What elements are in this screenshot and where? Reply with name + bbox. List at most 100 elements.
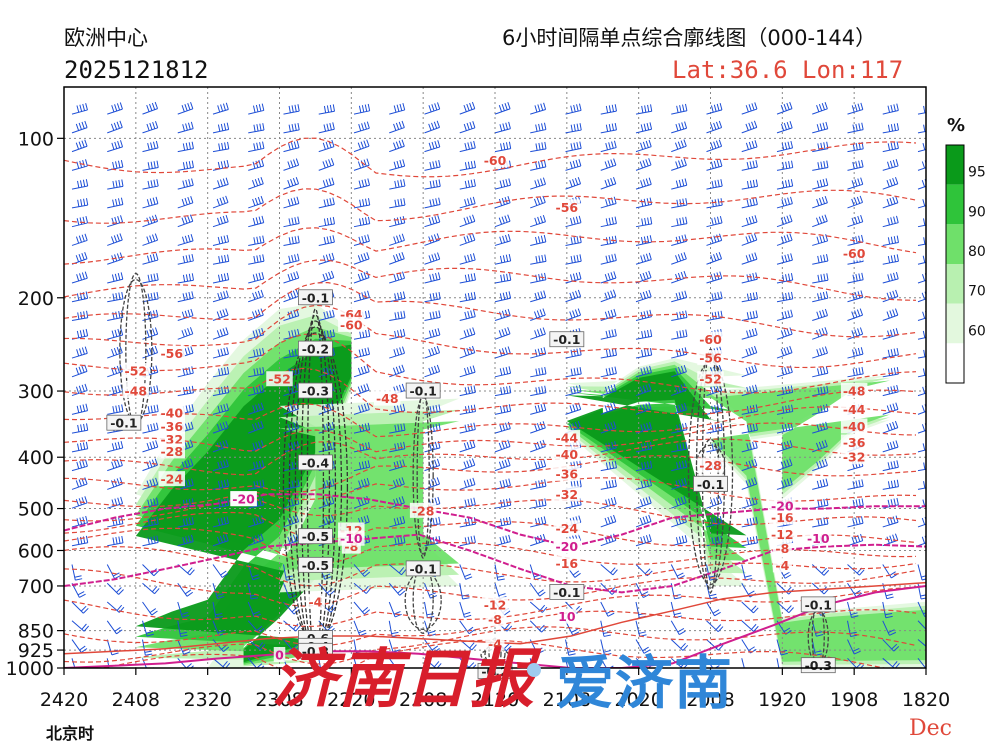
wind-barb-flag — [684, 460, 688, 468]
wind-barb-flag — [544, 254, 547, 262]
wind-barb-flag — [185, 179, 188, 187]
wind-barb — [494, 458, 511, 472]
wind-barb-shaft — [494, 220, 511, 228]
wind-barb-flag — [438, 291, 441, 300]
wind-barb-shaft — [776, 371, 793, 378]
wind-barb — [671, 442, 688, 453]
wind-barb-flag — [290, 160, 294, 168]
wind-barb-flag — [323, 218, 327, 226]
wind-barb-flag — [111, 274, 115, 282]
wind-barb-flag — [398, 365, 402, 373]
wind-barb-flag — [932, 497, 934, 504]
wind-barb-flag — [358, 236, 362, 244]
wind-barb-flag — [85, 103, 88, 111]
wind-barb-flag — [151, 346, 156, 354]
wind-barb-flag — [817, 162, 820, 170]
wind-barb-flag — [714, 405, 717, 413]
wind-barb-flag — [505, 517, 509, 525]
wind-barb-flag — [332, 122, 335, 130]
wind-barb-flag — [678, 404, 682, 412]
wind-barb-flag — [260, 665, 265, 668]
wind-barb-flag — [473, 535, 476, 543]
wind-barb-flag — [931, 290, 933, 297]
wind-barb-flag — [570, 349, 573, 357]
wind-barb-flag — [892, 403, 896, 411]
wind-barb-flag — [149, 103, 153, 111]
wind-barb-shaft — [565, 391, 582, 397]
wind-barb-flag — [220, 292, 224, 300]
wind-barb-flag — [325, 516, 329, 524]
wind-barb-flag — [543, 234, 547, 242]
wind-barb-flag — [890, 273, 893, 281]
wind-barb-flag — [358, 105, 362, 113]
wind-barb-flag — [683, 139, 687, 147]
wind-barb-shaft — [248, 183, 264, 190]
wind-barb-flag — [255, 386, 259, 394]
wind-barb-flag — [332, 197, 335, 205]
wind-barb — [177, 517, 194, 528]
wind-barb-flag — [261, 328, 265, 336]
wind-barb-flag — [675, 161, 679, 169]
wind-barb-flag — [184, 197, 188, 205]
wind-barb-flag — [397, 442, 400, 451]
temperature-contour — [64, 402, 917, 438]
wind-barb — [424, 140, 441, 153]
wind-barb — [389, 364, 405, 378]
wind-barb-flag — [816, 461, 820, 469]
wind-barb-flag — [709, 593, 717, 597]
wind-barb-flag — [403, 423, 406, 431]
wind-barb-flag — [499, 424, 503, 432]
wind-barb-flag — [85, 291, 89, 299]
wind-barb-shaft — [248, 521, 264, 528]
wind-barb-flag — [117, 160, 121, 168]
wind-barb — [107, 215, 124, 228]
wind-barb-flag — [709, 578, 717, 581]
wind-barb — [671, 383, 687, 397]
wind-barb-flag — [257, 421, 261, 429]
wind-barb-flag — [431, 645, 439, 651]
wind-barb-flag — [435, 423, 438, 431]
wind-barb-shaft — [283, 485, 300, 490]
wind-barb — [71, 535, 89, 547]
wind-barb-shaft — [212, 241, 229, 246]
wind-barb-shaft — [600, 390, 617, 397]
wind-barb-flag — [718, 120, 723, 128]
wind-barb — [741, 423, 758, 434]
wind-barb-flag — [155, 196, 159, 204]
label-text: -0.1 — [409, 384, 436, 399]
wind-barb-shaft — [177, 297, 194, 303]
wind-barb-flag — [507, 308, 511, 316]
wind-barb-flag — [182, 499, 186, 507]
wind-barb-flag — [710, 518, 714, 526]
wind-barb-flag — [643, 311, 647, 319]
wind-barb-flag — [572, 291, 576, 299]
wind-barb-flag — [605, 368, 609, 376]
wind-barb-flag — [538, 123, 541, 131]
wind-barb-flag — [717, 404, 720, 412]
wind-barb-flag — [393, 499, 397, 507]
wind-barb-flag — [604, 386, 608, 394]
wind-barb-flag — [364, 235, 368, 243]
label-background — [840, 449, 868, 465]
wind-barb-flag — [76, 161, 80, 169]
wind-barb-flag — [75, 386, 80, 394]
wind-barb-shaft — [600, 223, 617, 228]
wind-barb-flag — [921, 575, 926, 578]
wind-barb-flag — [473, 179, 476, 187]
wind-barb-flag — [504, 215, 508, 223]
wind-barb-flag — [147, 162, 150, 170]
wind-barb-flag — [544, 141, 547, 149]
wind-barb-flag — [472, 327, 476, 335]
wind-barb-flag — [470, 253, 473, 261]
wind-barb-flag — [464, 424, 468, 432]
wind-barb-flag — [857, 328, 861, 336]
wind-barb-flag — [502, 292, 506, 300]
wind-barb-flag — [642, 646, 649, 652]
wind-barb-shaft — [530, 373, 547, 378]
wind-barb-flag — [539, 309, 543, 317]
wind-barb-shaft — [776, 259, 793, 265]
wind-barb-flag — [746, 161, 750, 170]
wind-barb-flag — [469, 441, 473, 449]
wind-barb-flag — [396, 405, 400, 413]
wind-barb-flag — [361, 123, 365, 131]
